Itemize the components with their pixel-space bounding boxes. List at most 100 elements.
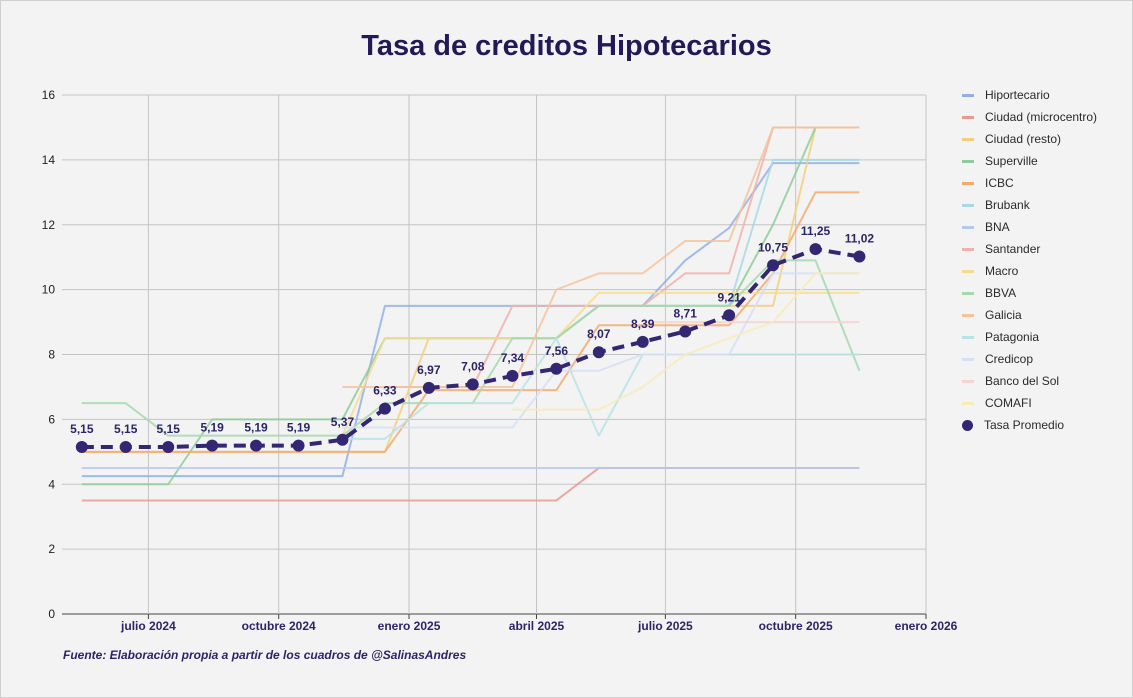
legend-item-tasa-promedio: Tasa Promedio — [962, 414, 1132, 436]
y-tick-label: 16 — [42, 88, 56, 102]
legend-item-patagonia: Patagonia — [962, 326, 1132, 348]
average-point — [378, 402, 391, 415]
legend-swatch — [962, 269, 974, 273]
legend-item-brubank: Brubank — [962, 194, 1132, 216]
x-tick-label: enero 2025 — [378, 619, 441, 633]
legend-swatch — [962, 379, 974, 383]
legend-swatch — [962, 203, 974, 207]
average-data-label: 8,07 — [587, 327, 611, 341]
y-tick-label: 8 — [48, 348, 55, 362]
y-tick-label: 14 — [42, 153, 56, 167]
average-data-label: 5,15 — [70, 422, 94, 436]
average-point — [206, 439, 219, 452]
legend-swatch — [962, 159, 974, 163]
average-data-label: 8,39 — [631, 317, 655, 331]
average-data-label: 9,21 — [717, 290, 741, 304]
legend-swatch — [962, 401, 974, 405]
legend-item-hiportecario: Hiportecario — [962, 84, 1132, 106]
y-tick-label: 2 — [48, 542, 55, 556]
legend-label: Superville — [985, 154, 1038, 168]
series-line-hiportecario — [81, 162, 860, 478]
legend-swatch — [962, 419, 973, 431]
average-data-label: 5,15 — [114, 422, 138, 436]
x-tick-label: julio 2025 — [637, 619, 693, 633]
average-point — [550, 362, 563, 375]
x-axis: julio 2024 octubre 2024 enero 2025 abril 20… — [120, 614, 958, 633]
legend-item-comafi: COMAFI — [962, 392, 1132, 414]
x-tick-label: octubre 2025 — [759, 619, 833, 633]
legend-item-galicia: Galicia — [962, 304, 1132, 326]
chart-title: Tasa de creditos Hipotecarios — [361, 30, 772, 62]
legend-label: Ciudad (resto) — [985, 132, 1062, 146]
legend-swatch — [962, 137, 974, 141]
legend-label: Santander — [985, 242, 1041, 256]
legend-item-credicop: Credicop — [962, 348, 1132, 370]
average-data-label: 5,15 — [157, 422, 181, 436]
legend-swatch — [962, 225, 974, 229]
average-point — [636, 335, 649, 348]
average-point — [853, 250, 866, 263]
average-point — [767, 259, 780, 272]
legend-label: Macro — [985, 264, 1019, 278]
legend-label: Patagonia — [985, 330, 1040, 344]
average-point — [336, 433, 349, 446]
average-data-label: 7,56 — [545, 344, 569, 358]
series-line-patagonia — [342, 337, 860, 440]
y-tick-label: 0 — [48, 607, 55, 621]
average-point — [723, 309, 736, 322]
legend-swatch — [962, 115, 974, 119]
legend-swatch — [962, 357, 974, 361]
legend-label: Ciudad (microcentro) — [985, 110, 1098, 124]
average-point — [422, 381, 435, 394]
legend-item-banco-del-sol: Banco del Sol — [962, 370, 1132, 392]
average-data-label: 11,25 — [801, 224, 831, 238]
legend-item-icbc: ICBC — [962, 172, 1132, 194]
average-point — [809, 243, 822, 256]
legend: Hiportecario Ciudad (microcentro) Ciudad (… — [962, 84, 1132, 436]
legend-item-superville: Superville — [962, 150, 1132, 172]
series-line-bbva — [81, 259, 861, 437]
legend-item-bbva: BBVA — [962, 282, 1132, 304]
average-data-label: 5,19 — [287, 421, 311, 435]
legend-item-santander: Santander — [962, 238, 1132, 260]
average-data-label: 6,33 — [373, 384, 397, 398]
average-data-label: 11,02 — [845, 232, 875, 246]
legend-swatch — [962, 335, 974, 339]
y-tick-label: 4 — [48, 477, 55, 491]
legend-label: ICBC — [985, 176, 1014, 190]
average-data-label: 5,19 — [244, 421, 268, 435]
legend-label: Brubank — [985, 198, 1030, 212]
series-line-credicop — [342, 272, 860, 429]
average-point — [592, 346, 605, 359]
series-line-comafi — [512, 272, 860, 411]
average-point — [250, 439, 263, 452]
average-data-label: 5,37 — [331, 415, 355, 429]
average-point — [466, 378, 479, 391]
x-tick-label: julio 2024 — [120, 619, 176, 633]
average-point — [506, 369, 519, 382]
average-data-label: 7,34 — [501, 351, 525, 365]
x-tick-label: octubre 2024 — [242, 619, 316, 633]
legend-swatch — [962, 247, 974, 251]
average-point — [679, 325, 692, 338]
legend-label: Credicop — [985, 352, 1034, 366]
average-point — [119, 440, 132, 453]
legend-swatch — [962, 313, 974, 317]
y-tick-label: 10 — [42, 283, 56, 297]
average-series: 5,15 5,15 5,15 5,19 5,19 5,19 5,37 6,33 6,97 7,08… — [70, 224, 874, 453]
legend-label: Banco del Sol — [985, 374, 1060, 388]
average-data-label: 7,08 — [461, 359, 485, 373]
legend-label: BBVA — [985, 286, 1017, 300]
series-line-brubank — [428, 158, 860, 340]
y-tick-label: 12 — [42, 218, 56, 232]
legend-item-bna: BNA — [962, 216, 1132, 238]
average-point — [75, 440, 88, 453]
legend-swatch — [962, 181, 974, 185]
legend-label: BNA — [985, 220, 1010, 234]
legend-label: COMAFI — [985, 396, 1032, 410]
legend-swatch — [962, 93, 974, 97]
legend-item-ciudad-resto: Ciudad (resto) — [962, 128, 1132, 150]
x-tick-label: enero 2026 — [895, 619, 958, 633]
